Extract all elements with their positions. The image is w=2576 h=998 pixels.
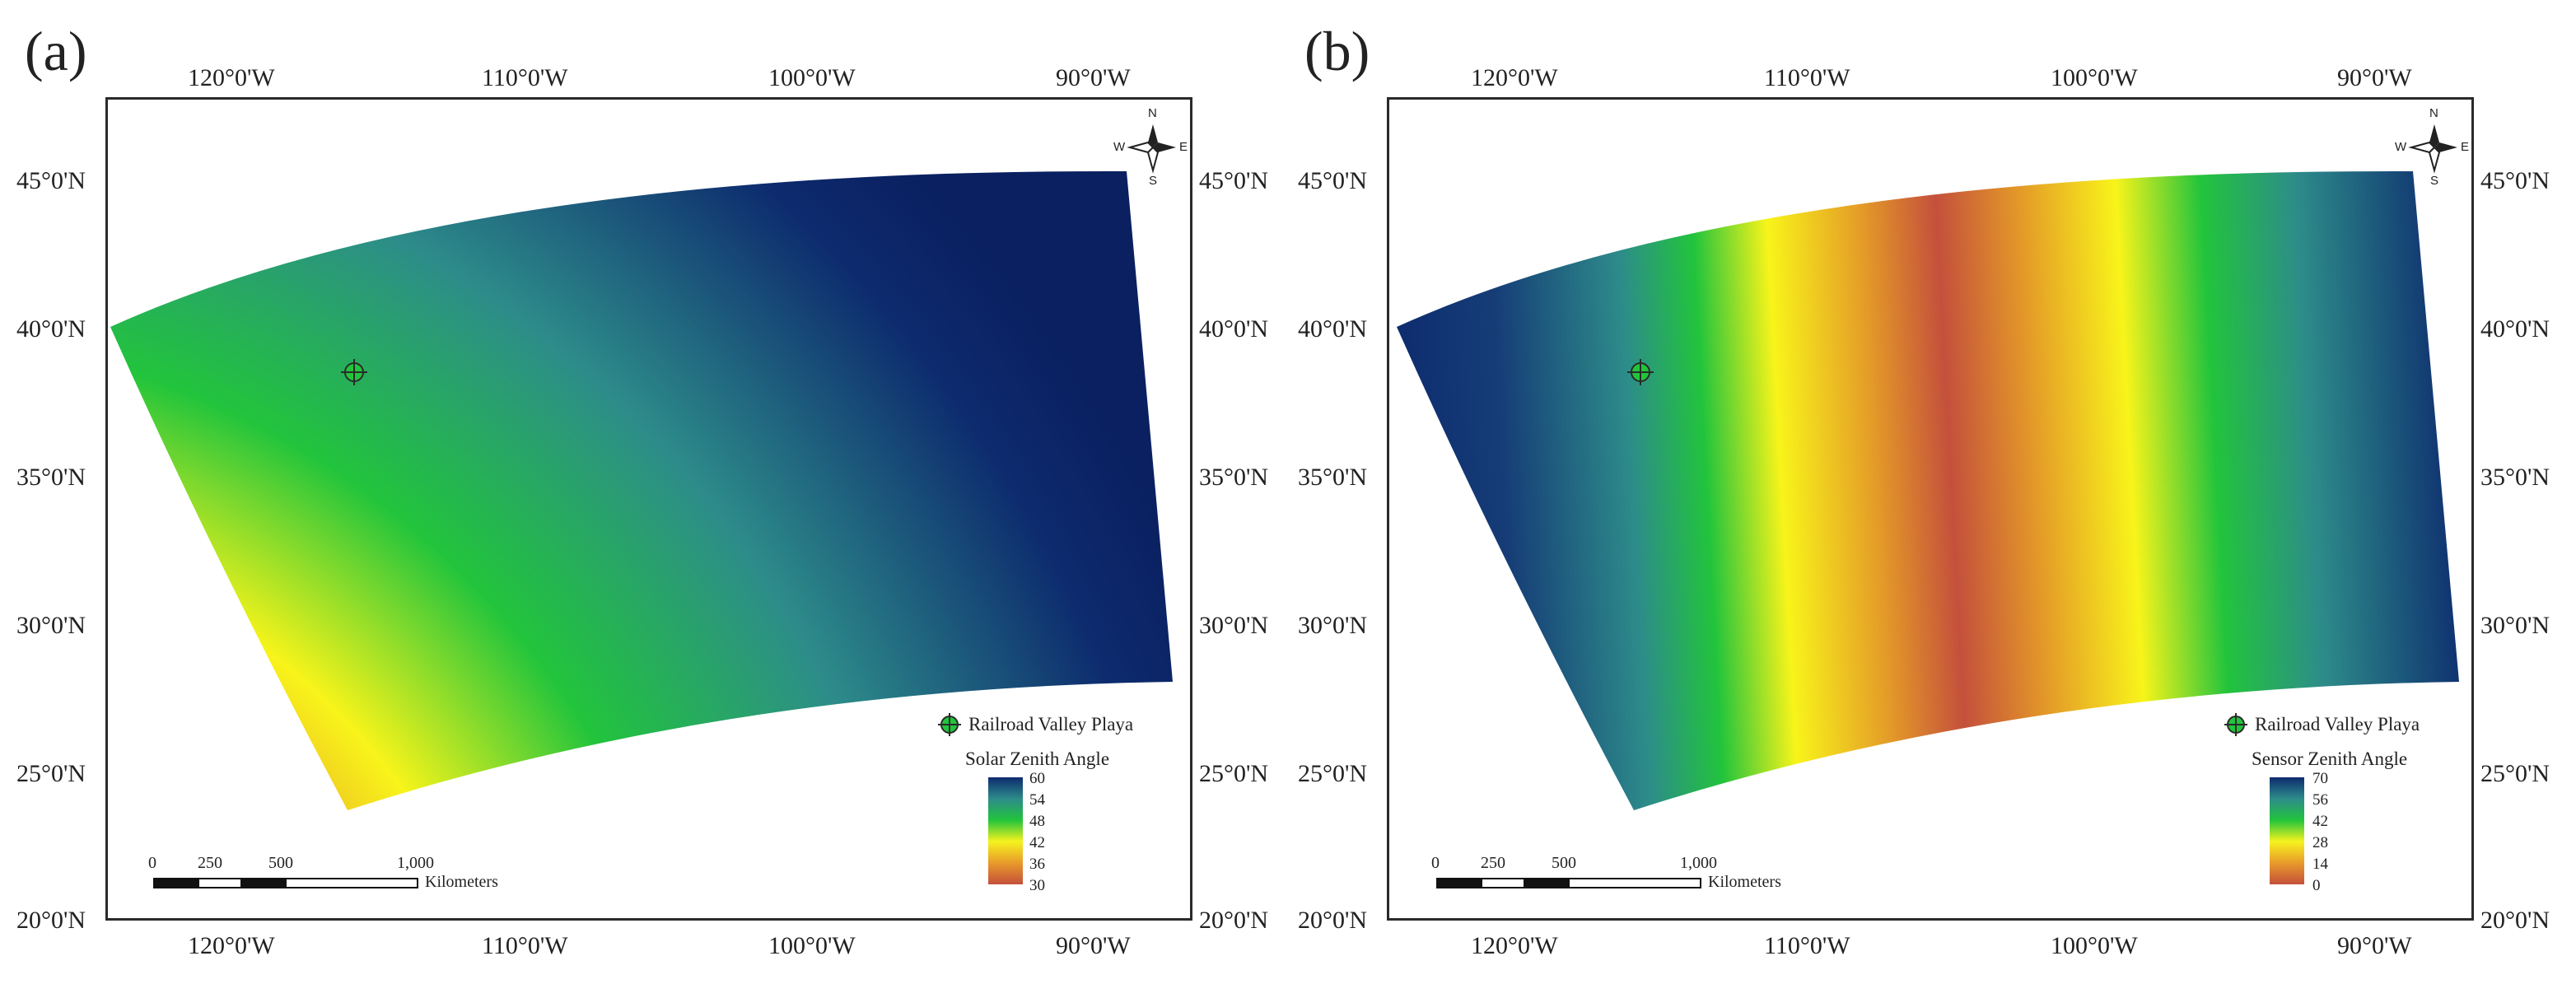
data-swath [1397,170,2459,810]
compass-s: S [1149,174,1158,188]
lat-label-left: 35°0'N [16,464,86,491]
legend-value: 36 [1029,856,1045,873]
scale-bar-segment [1436,878,1482,888]
legend-site-label: Railroad Valley Playa [2255,714,2420,735]
railroad-valley-playa-marker [1627,359,1654,385]
lat-label-left: 30°0'N [16,612,86,639]
lon-label-bottom: 90°0'W [1056,932,1131,959]
legend-site-icon [938,713,961,736]
scale-number: 250 [1481,854,1505,872]
lat-label-left: 40°0'N [16,315,86,343]
scale-bar-segment [1481,878,1525,888]
lon-label-top: 90°0'W [1056,64,1131,91]
panel-label: (a) [25,20,87,82]
compass-w: W [1113,140,1126,154]
lon-label-top: 100°0'W [768,64,856,91]
scale-number: 1,000 [1680,854,1717,872]
railroad-valley-playa-marker [341,359,367,385]
lon-label-top: 110°0'W [482,64,568,91]
map-layer [110,124,1176,810]
lon-label-top: 120°0'W [188,64,275,91]
lat-label-right: 45°0'N [1199,167,1269,194]
scale-number: 0 [148,854,156,872]
scale-bar-segment [1524,878,1570,888]
lon-label-bottom: 90°0'W [2337,932,2412,959]
lon-label-bottom: 120°0'W [1471,932,1558,959]
lon-label-bottom: 100°0'W [2051,932,2138,959]
lat-label-left: 45°0'N [1298,167,1368,194]
legend-value: 48 [1029,813,1045,830]
lat-label-right: 40°0'N [2480,315,2550,343]
scale-number: 250 [198,854,222,872]
legend-color-ramp [988,777,1023,884]
lat-label-left: 30°0'N [1298,612,1368,639]
lon-label-top: 120°0'W [1471,64,1558,91]
lon-label-top: 110°0'W [1764,64,1850,91]
legend-value: 42 [2312,813,2328,830]
panel-label: (b) [1304,20,1370,82]
lon-label-bottom: 110°0'W [482,932,568,959]
lat-label-left: 20°0'N [1298,907,1368,934]
legend-site-label: Railroad Valley Playa [968,714,1134,735]
lon-label-top: 100°0'W [2051,64,2138,91]
compass-n: N [1148,106,1157,120]
legend-site-icon [2224,713,2247,736]
panel-a: (a) [16,20,1269,959]
legend-color-ramp [2270,777,2304,884]
scale-unit: Kilometers [1708,873,1781,891]
lat-label-left: 45°0'N [16,167,86,194]
legend-title: Solar Zenith Angle [965,748,1110,769]
lat-label-left: 25°0'N [1298,760,1368,787]
scale-bar-segment [240,878,287,888]
lon-label-bottom: 100°0'W [768,932,856,959]
panel-b: (b) [1286,0,2574,998]
lat-label-left: 25°0'N [16,760,86,787]
compass-s: S [2430,174,2439,188]
scale-number: 500 [268,854,293,872]
legend-value: 60 [1029,770,1045,787]
lat-label-right: 25°0'N [2480,760,2550,787]
legend-value: 54 [1029,791,1045,809]
legend-value: 56 [2312,791,2328,809]
lat-label-right: 35°0'N [2480,464,2550,491]
legend-title: Sensor Zenith Angle [2252,748,2408,769]
lat-label-right: 20°0'N [2480,907,2550,934]
legend-value: 70 [2312,770,2328,787]
compass-e: E [1179,140,1188,154]
lon-label-bottom: 110°0'W [1764,932,1850,959]
legend-value: 30 [1029,877,1045,894]
lat-label-right: 20°0'N [1199,907,1269,934]
compass-w: W [2395,140,2407,154]
scale-bar-segment [153,878,199,888]
lon-label-top: 90°0'W [2337,64,2412,91]
lat-label-left: 35°0'N [1298,464,1368,491]
map-layer [1397,124,2459,810]
legend-value: 0 [2312,877,2321,894]
lat-label-right: 30°0'N [2480,612,2550,639]
scale-bar-segment [198,878,242,888]
lat-label-right: 40°0'N [1199,315,1269,343]
scale-bar-segment [1568,878,1701,888]
legend-value: 14 [2312,856,2328,873]
compass-n: N [2429,106,2438,120]
scale-number: 0 [1431,854,1440,872]
lat-label-left: 40°0'N [1298,315,1368,343]
lat-label-right: 25°0'N [1199,760,1269,787]
scale-unit: Kilometers [425,873,498,891]
legend-value: 28 [2312,834,2328,851]
scale-number: 500 [1552,854,1576,872]
lat-label-right: 45°0'N [2480,167,2550,194]
lat-label-left: 20°0'N [16,907,86,934]
scale-number: 1,000 [397,854,434,872]
data-swath [110,170,1173,810]
lat-label-right: 30°0'N [1199,612,1269,639]
legend-value: 42 [1029,834,1045,851]
north-arrow-icon [1127,124,1176,174]
north-arrow-icon [2408,124,2457,174]
compass-e: E [2461,140,2470,154]
lat-label-right: 35°0'N [1199,464,1269,491]
scale-bar-segment [285,878,418,888]
lon-label-bottom: 120°0'W [188,932,275,959]
